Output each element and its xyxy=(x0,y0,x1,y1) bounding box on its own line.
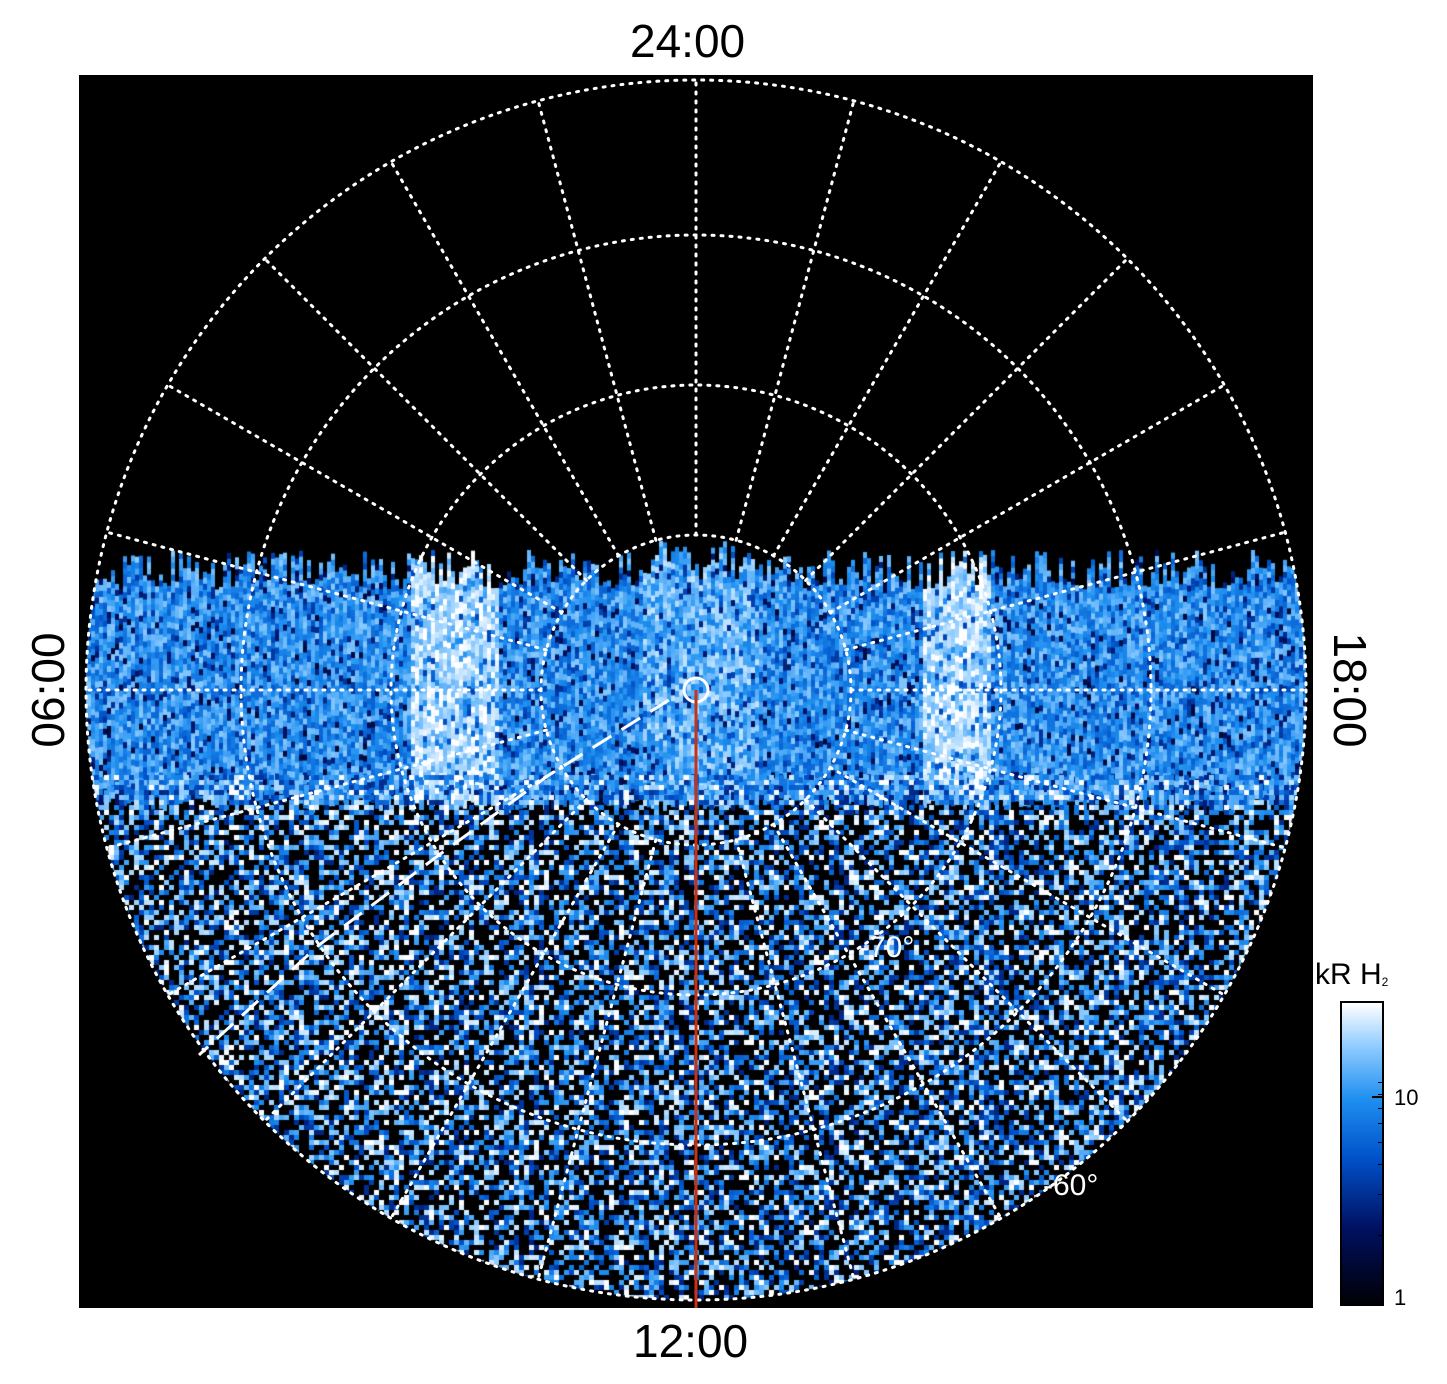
local-time-meridian xyxy=(105,530,548,652)
local-time-label-noon: 12:00 xyxy=(633,1315,749,1367)
colorbar-minor-tick xyxy=(1378,1001,1384,1002)
latitude-circle xyxy=(84,78,1308,1302)
local-time-meridian xyxy=(844,530,1287,652)
colorbar-title-subscript: 2 xyxy=(1381,975,1389,989)
local-time-meridian xyxy=(772,160,1003,558)
colorbar-minor-tick xyxy=(1378,1107,1384,1109)
colorbar-title: kR H2 xyxy=(1315,958,1388,992)
local-time-meridian xyxy=(263,257,588,582)
local-time-meridian xyxy=(734,99,856,542)
colorbar-minor-tick xyxy=(1378,1164,1384,1166)
colorbar-major-tick xyxy=(1372,1096,1384,1098)
local-time-meridian xyxy=(389,160,620,558)
local-time-meridian xyxy=(804,798,1129,1123)
local-time-meridian xyxy=(828,383,1226,614)
colorbar-minor-tick xyxy=(1378,1082,1384,1084)
local-time-meridian xyxy=(389,822,620,1220)
colorbar-tick-label: 10 xyxy=(1394,1085,1419,1110)
auroral-polar-projection: -70° -60° xyxy=(79,75,1313,1308)
polar-grid-overlay: -70° -60° xyxy=(84,78,1308,1308)
colorbar-minor-tick xyxy=(1378,1093,1384,1095)
latitude-label-60: -60° xyxy=(1043,1169,1098,1202)
colorbar-title-main: kR H xyxy=(1315,958,1382,991)
local-time-meridian xyxy=(536,99,658,542)
local-time-label-midnight: 24:00 xyxy=(630,15,746,67)
latitude-label-70: -70° xyxy=(859,931,914,964)
local-time-meridian xyxy=(772,822,1003,1220)
local-time-meridian xyxy=(804,257,1129,582)
colorbar-minor-tick xyxy=(1378,1141,1384,1143)
local-time-label-dawn: 06:00 xyxy=(22,632,74,748)
local-time-label-dusk: 18:00 xyxy=(1324,632,1376,748)
local-time-meridian xyxy=(536,838,658,1281)
local-time-meridian xyxy=(166,383,564,614)
colorbar xyxy=(1340,1001,1384,1306)
colorbar-minor-tick xyxy=(1378,1123,1384,1125)
local-time-meridian xyxy=(105,728,548,850)
local-time-meridian xyxy=(844,728,1287,850)
statistical-oval-boundary xyxy=(197,698,670,1057)
local-time-meridian xyxy=(166,766,564,997)
colorbar-tick-label: 1 xyxy=(1394,1285,1407,1310)
colorbar-minor-tick xyxy=(1378,1234,1384,1236)
local-time-meridians xyxy=(84,78,1308,1302)
local-time-meridian xyxy=(734,838,856,1281)
local-time-meridian xyxy=(263,798,588,1123)
local-time-meridian xyxy=(828,766,1226,997)
colorbar-minor-tick xyxy=(1378,1193,1384,1195)
